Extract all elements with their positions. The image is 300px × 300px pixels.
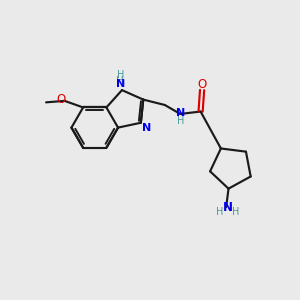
Text: O: O: [56, 93, 65, 106]
Text: N: N: [176, 108, 185, 118]
Text: N: N: [142, 123, 152, 133]
Text: H: H: [177, 116, 184, 126]
Text: O: O: [197, 78, 207, 91]
Text: H: H: [116, 76, 124, 86]
Text: N: N: [116, 79, 125, 89]
Text: N: N: [223, 200, 233, 214]
Text: H: H: [216, 207, 223, 218]
Text: H: H: [232, 207, 239, 218]
Text: H: H: [117, 70, 124, 80]
